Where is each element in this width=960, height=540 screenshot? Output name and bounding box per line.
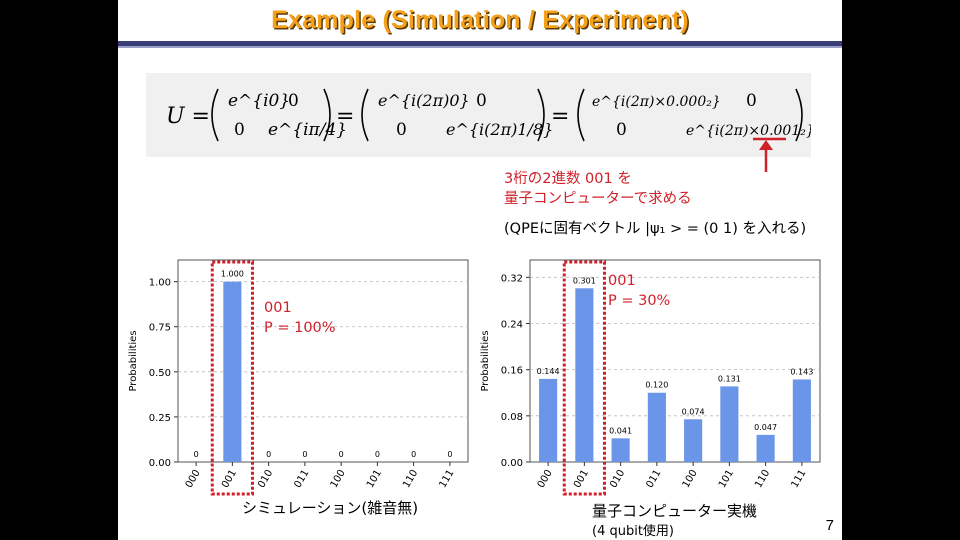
bar-value-label: 0 [375,450,380,459]
title-divider [118,41,842,46]
bar-value-label: 0 [302,450,307,459]
x-tick-label: 000 [184,468,203,490]
bar-value-label: 0.120 [645,381,668,390]
m2-a: e^{i(2π)0} [378,91,470,110]
bar-value-label: 0 [447,450,452,459]
m1-c: 0 [234,120,245,140]
real-caption: 量子コンピューター実機 [592,502,758,520]
equation-svg: U = e^{i0} 0 0 e^{iπ/4} = e^{i(2π)0} 0 0… [166,88,811,142]
m1-a: e^{i0} [228,91,290,111]
x-tick-label: 101 [717,468,736,490]
x-tick-label: 011 [644,468,663,490]
y-tick-label: 0.24 [501,319,523,330]
x-tick-label: 111 [789,468,808,490]
m2-b: 0 [476,91,487,111]
y-tick-label: 0.75 [149,323,171,334]
note-line-1: 3桁の2進数 001 を [504,171,632,187]
title-divider-light [118,46,842,48]
m3-c: 0 [616,120,627,140]
x-tick-label: 101 [365,468,384,490]
bar-value-label: 0 [266,450,271,459]
m1-paren-left [211,88,219,142]
eq-equals-2: = [551,104,569,129]
x-tick-label: 001 [572,468,591,490]
x-tick-label: 001 [220,468,239,490]
page-number: 7 [825,517,834,534]
m2-c: 0 [396,120,407,140]
bar [611,438,630,462]
x-tick-label: 100 [681,468,700,490]
bar-value-label: 0.047 [754,423,777,432]
bar [223,281,242,462]
x-tick-label: 010 [256,468,275,490]
y-tick-label: 0.00 [149,458,171,469]
note-line-3: (QPEに固有ベクトル |ψ₁ > = (0 1) を入れる) [504,221,807,237]
m2-d: e^{i(2π)1/8} [446,120,553,139]
m2-paren-left [361,88,369,142]
bar-value-label: 0.301 [573,276,596,285]
bar-value-label: 0.131 [718,374,741,383]
m1-paren-right [323,88,331,142]
bar [647,392,666,462]
bar-value-label: 0.144 [537,367,560,376]
y-tick-label: 1.00 [149,278,171,289]
bar-value-label: 1.000 [221,270,244,279]
y-tick-label: 0.16 [501,366,523,377]
sim-caption: シミュレーション(雑音無) [242,499,419,517]
eq-equals-1: = [336,104,354,129]
simulation-chart: 0.000.250.500.751.00Probabilities00001.0… [128,259,469,496]
y-tick-label: 0.32 [501,273,523,284]
real-highlight-prob: P = 30% [608,293,671,309]
y-axis-label: Probabilities [128,330,139,391]
x-tick-label: 110 [753,468,772,490]
m3-b: 0 [746,91,757,111]
x-tick-label: 110 [401,468,420,490]
y-tick-label: 0.00 [501,458,523,469]
sim-highlight-label: 001 [264,300,292,316]
y-axis-label: Probabilities [480,330,491,391]
m1-b: 0 [288,91,299,111]
bar-value-label: 0 [194,450,199,459]
highlight-box [562,260,606,496]
bar-value-label: 0.074 [682,407,705,416]
y-tick-label: 0.50 [149,368,171,379]
bar [792,379,811,462]
y-tick-label: 0.08 [501,412,523,423]
x-tick-label: 111 [437,468,456,490]
m2-paren-right [537,88,545,142]
sim-highlight-prob: P = 100% [264,320,336,336]
bar-value-label: 0.041 [609,426,632,435]
equation-box: U = e^{i0} 0 0 e^{iπ/4} = e^{i(2π)0} 0 0… [146,73,811,157]
red-arrow-icon [759,140,773,172]
bar-value-label: 0 [339,450,344,459]
bar [575,288,594,462]
slide-title: Example (Simulation / Experiment) [271,6,689,34]
m3-a: e^{i(2π)×0.000₂} [592,94,721,110]
note-line-2: 量子コンピューターで求める [504,191,692,207]
x-tick-label: 000 [536,468,555,490]
hardware-chart: 0.00 0.08 0.16 0.24 0.32 Probabilities 0.144 00… [480,259,821,496]
bar [684,419,703,462]
m3-paren-left [577,88,585,142]
bar-value-label: 0.143 [790,367,813,376]
m3-d: e^{i(2π)×0.001₂} [686,123,811,139]
m1-d: e^{iπ/4} [268,120,347,140]
eq-lhs: U = [166,104,210,129]
highlight-box [210,260,254,496]
bar [720,386,739,462]
real-highlight-label: 001 [608,273,636,289]
m3-paren-right [795,88,803,142]
y-tick-label: 0.25 [149,413,171,424]
bar-value-label: 0 [411,450,416,459]
slide: Example (Simulation / Experiment) U = e^… [118,0,842,540]
plot-frame [177,259,469,463]
bar [756,434,775,462]
x-tick-label: 010 [608,468,627,490]
bar [539,378,558,462]
x-tick-label: 100 [329,468,348,490]
x-tick-label: 011 [292,468,311,490]
real-subcaption: (4 qubit使用) [592,524,674,539]
